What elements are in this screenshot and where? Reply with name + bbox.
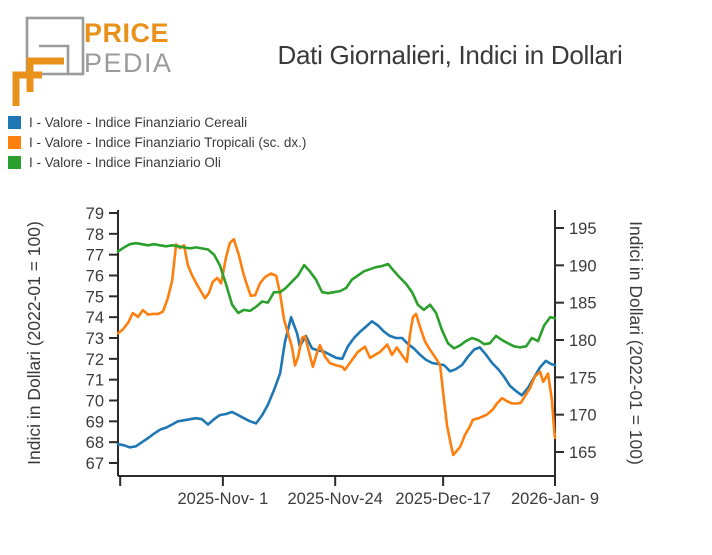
left-axis-tick-label: 75 — [86, 288, 104, 306]
pricepedia-logo-mark — [12, 16, 85, 106]
logo-gray-corner — [39, 44, 70, 74]
legend-label-tropicali: I - Valore - Indice Finanziario Tropical… — [29, 134, 307, 150]
legend-swatch-oli — [8, 155, 21, 169]
wordmark-price: PRICE — [84, 18, 170, 48]
legend-item-cereali[interactable]: I - Valore - Indice Finanziario Cereali — [8, 112, 306, 132]
right-axis-tick-label: 170 — [569, 407, 597, 425]
left-axis-tick-label: 69 — [86, 413, 104, 431]
left-axis-tick-label: 70 — [86, 392, 104, 410]
wordmark-pedia: PEDIA — [84, 48, 173, 78]
left-axis-tick-label: 67 — [86, 455, 104, 473]
left-axis-tick-label: 79 — [86, 205, 104, 223]
right-axis-title: Indici in Dollari (2022-01 = 100) — [626, 221, 646, 465]
x-axis-tick-label: 2025-Dec-17 — [395, 490, 490, 508]
left-axis-tick-label: 72 — [86, 351, 104, 369]
right-axis-tick-label: 195 — [569, 220, 597, 238]
left-axis-tick-label: 68 — [86, 434, 104, 452]
logo-orange-corner-small — [12, 71, 42, 106]
left-axis-title: Indici in Dollari (2022-01 = 100) — [24, 221, 44, 465]
legend-label-cereali: I - Valore - Indice Finanziario Cereali — [29, 114, 248, 130]
legend-swatch-cereali — [8, 115, 21, 129]
left-axis-tick-label: 74 — [86, 309, 104, 327]
left-axis-tick-label: 73 — [86, 330, 104, 348]
x-axis-tick-label: 2025-Nov-24 — [287, 490, 382, 508]
legend-item-tropicali[interactable]: I - Valore - Indice Finanziario Tropical… — [8, 132, 306, 152]
x-axis-tick-label: 2026-Jan- 9 — [511, 490, 599, 508]
chart-title: Dati Giornalieri, Indici in Dollari — [277, 40, 623, 70]
pricepedia-wordmark: PRICE PEDIA — [84, 20, 173, 77]
right-axis-tick-label: 190 — [569, 257, 597, 275]
legend-item-oli[interactable]: I - Valore - Indice Finanziario Oli — [8, 152, 306, 172]
series-line-0 — [116, 315, 557, 449]
series-line-1 — [116, 237, 557, 457]
right-axis-tick-label: 175 — [569, 369, 597, 387]
logo-outer-square — [25, 16, 85, 76]
right-axis-tick-label: 180 — [569, 332, 597, 350]
legend-label-oli: I - Valore - Indice Finanziario Oli — [29, 154, 221, 170]
left-axis-tick-label: 71 — [86, 372, 104, 390]
series-line-2 — [116, 241, 557, 350]
right-axis-tick-label: 165 — [569, 444, 597, 462]
left-axis-tick-label: 77 — [86, 247, 104, 265]
legend-swatch-tropicali — [8, 135, 21, 149]
logo-orange-corner-large — [26, 57, 64, 92]
left-axis-tick-label: 76 — [86, 267, 104, 285]
line-chart-plot: 67 68 69 70 71 72 73 74 75 76 77 78 79 165 170 175 180 18… — [24, 205, 646, 508]
chart-legend: I - Valore - Indice Finanziario Cereali … — [8, 112, 306, 172]
left-axis-tick-label: 78 — [86, 226, 104, 244]
right-axis-tick-label: 185 — [569, 295, 597, 313]
x-axis-tick-label: 2025-Nov- 1 — [177, 490, 268, 508]
